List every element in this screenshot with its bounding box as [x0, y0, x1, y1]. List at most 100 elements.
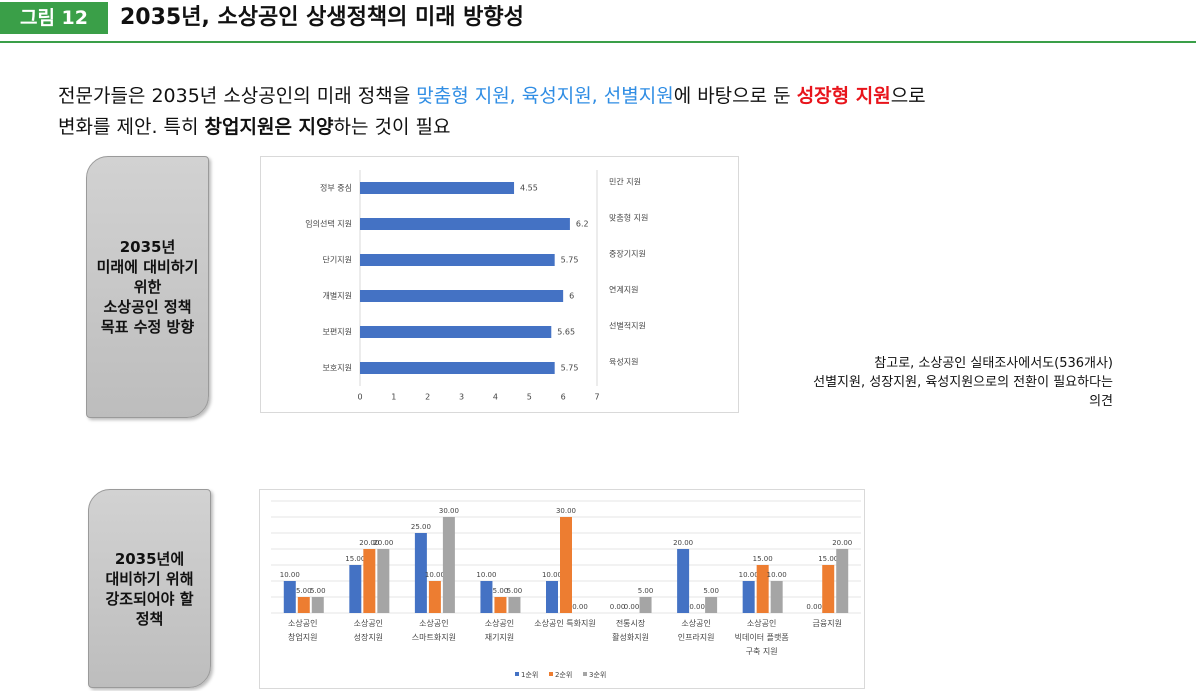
x-tick-label: 4 [493, 393, 498, 402]
value-label: 10.00 [280, 571, 300, 579]
right-category-label: 중장기지원 [609, 249, 646, 259]
value-label: 0.00 [689, 603, 705, 611]
bar [742, 581, 755, 613]
panel-line: 목표 수정 방향 [100, 318, 195, 336]
bar [480, 581, 493, 613]
value-label: 5.00 [310, 587, 326, 595]
intro-segment: 하는 것이 필요 [333, 116, 451, 138]
legend-label: 2순위 [555, 671, 572, 679]
value-label: 5.75 [561, 364, 579, 373]
bar [546, 581, 558, 613]
bar [360, 254, 555, 266]
category-label: 보편지원 [323, 327, 352, 337]
legend-swatch [549, 672, 553, 676]
value-label: 5.00 [703, 587, 719, 595]
side-panel: 2035년 미래에 대비하기 위한 소상공인 정책 목표 수정 방향 [86, 156, 209, 418]
bar [283, 581, 296, 613]
bar [360, 362, 555, 374]
x-tick-label: 5 [527, 393, 532, 402]
note-line: 선별지원, 성장지원, 육성지원으로의 전환이 필요하다는 [813, 375, 1113, 390]
bar [677, 549, 690, 613]
value-label: 0.00 [806, 603, 822, 611]
bar [377, 549, 390, 613]
value-label: 20.00 [673, 539, 693, 547]
bar [442, 517, 455, 613]
side-panel: 2035년에 대비하기 위해 강조되어야 할 정책 [88, 489, 211, 688]
intro-segment: 에 바탕으로 둔 [673, 85, 797, 107]
value-label: 0.00 [624, 603, 640, 611]
bar [756, 565, 769, 613]
figure-label: 그림 12 [0, 2, 108, 34]
legend-label: 1순위 [521, 671, 538, 679]
value-label: 5.00 [638, 587, 654, 595]
value-label: 20.00 [832, 539, 852, 547]
panel-line: 정책 [135, 609, 164, 628]
category-label: 개별지원 [323, 291, 352, 301]
x-tick-label: 1 [391, 393, 396, 402]
panel-line: 위한 [133, 278, 162, 296]
x-tick-label: 7 [594, 393, 599, 402]
x-tick-label: 0 [357, 393, 362, 402]
bar [363, 549, 376, 613]
intro-segment: 으로 [890, 85, 926, 107]
value-label: 0.00 [610, 603, 626, 611]
bar [705, 597, 718, 613]
chart: 0 1 2 3 4 5 6 7 정부 중심 민간 지원 4.55 임의선택 지원 맞춤형 지원 6.2 단기… [260, 156, 739, 413]
value-label: 5.00 [493, 587, 509, 595]
bar [836, 549, 849, 613]
figure-title: 2035년, 소상공인 상생정책의 미래 방향성 [120, 5, 524, 30]
x-tick-label: 소상공인 스마트화지원 [411, 619, 456, 642]
bar [360, 218, 570, 230]
value-label: 5.00 [507, 587, 523, 595]
note-line: 참고로, 소상공인 실태조사에서도(536개사) [874, 356, 1113, 371]
value-label: 10.00 [739, 571, 759, 579]
value-label: 6.2 [576, 220, 589, 229]
bar [414, 533, 427, 613]
value-label: 30.00 [556, 507, 576, 515]
x-tick-label: 전통시장 활성화지원 [612, 619, 649, 642]
category-label: 단기지원 [323, 255, 352, 265]
panel-line: 강조되어야 할 [105, 589, 194, 608]
value-label: 0.00 [572, 603, 588, 611]
category-label: 임의선택 지원 [305, 219, 352, 229]
panel-line: 미래에 대비하기 [96, 258, 199, 276]
value-label: 10.00 [767, 571, 787, 579]
x-tick-label: 소상공인 인프라지원 [677, 619, 715, 642]
x-tick-label: 소상공인 재기지원 [484, 619, 515, 642]
bar [360, 182, 515, 194]
right-category-label: 육성지원 [609, 358, 638, 367]
right-category-label: 선별적지원 [609, 321, 646, 331]
x-tick-label: 3 [459, 393, 464, 402]
category-label: 보호지원 [323, 364, 352, 373]
legend-swatch [515, 672, 519, 676]
value-label: 10.00 [542, 571, 562, 579]
panel-line: 대비하기 위해 [105, 569, 194, 588]
panel-line: 2035년에 [114, 549, 185, 568]
right-category-label: 민간 지원 [609, 177, 641, 187]
bar [639, 597, 652, 613]
value-label: 10.00 [425, 571, 445, 579]
intro-line: 전문가들은 2035년 소상공인의 미래 정책을 맞춤형 지원, 육성지원, 선… [58, 82, 926, 110]
value-label: 30.00 [439, 507, 459, 515]
value-label: 5.65 [557, 328, 575, 337]
bar [349, 565, 362, 613]
bar [560, 517, 572, 613]
x-tick-label: 6 [561, 393, 566, 402]
bar [311, 597, 324, 613]
value-label: 15.00 [818, 555, 838, 563]
value-label: 15.00 [345, 555, 365, 563]
bar [360, 290, 564, 302]
x-tick-label: 소상공인 성장지원 [353, 619, 384, 642]
value-label: 5.00 [296, 587, 312, 595]
legend-label: 3순위 [589, 671, 606, 679]
x-tick-label: 소상공인 창업지원 [288, 619, 318, 642]
panel-line: 2035년 [119, 238, 176, 256]
header-rule [0, 41, 1196, 43]
value-label: 4.55 [520, 184, 538, 193]
value-label: 6 [569, 292, 574, 301]
intro-segment: 변화를 제안. 특히 [58, 116, 205, 138]
category-label: 정부 중심 [320, 183, 352, 193]
bar [428, 581, 441, 613]
intro-line: 변화를 제안. 특히 창업지원은 지양하는 것이 필요 [58, 113, 450, 141]
